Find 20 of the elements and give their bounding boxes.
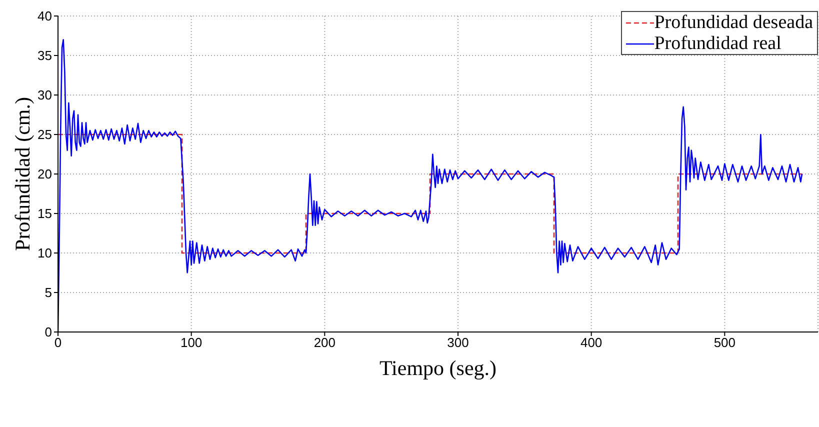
legend-label: Profundidad real [654, 33, 782, 54]
y-tick-label: 10 [38, 246, 52, 261]
y-tick-label: 30 [38, 88, 52, 103]
y-tick-label: 40 [38, 8, 52, 24]
y-tick-label: 35 [38, 48, 52, 64]
y-tick-label: 5 [44, 285, 52, 300]
y-tick-label: 25 [38, 127, 52, 142]
x-tick-label: 0 [54, 335, 62, 350]
legend-label: Profundidad deseada [654, 12, 813, 33]
x-axis-title: Tiempo (seg.) [379, 356, 497, 380]
y-tick-label: 15 [38, 206, 52, 222]
x-tick-label: 500 [714, 335, 736, 350]
x-tick-label: 200 [314, 335, 336, 350]
x-tick-label: 400 [580, 335, 602, 350]
y-tick-label: 0 [44, 324, 52, 340]
x-tick-label: 300 [447, 335, 469, 350]
line-series [58, 134, 803, 254]
y-axis-title: Profundidad (cm.) [10, 97, 34, 251]
y-tick-label: 20 [38, 166, 52, 182]
x-tick-label: 100 [180, 335, 202, 350]
